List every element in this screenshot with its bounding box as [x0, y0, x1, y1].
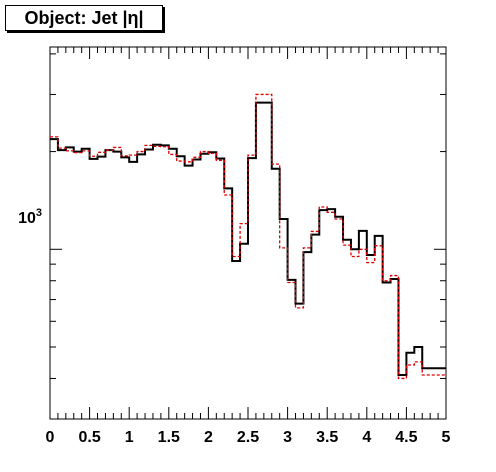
- x-tick-label: 0: [46, 429, 55, 446]
- x-tick-label: 1: [125, 429, 134, 446]
- series-line-1: [50, 101, 446, 376]
- x-tick-label: 3.5: [316, 429, 338, 446]
- x-tick-label: 3: [283, 429, 292, 446]
- chart-title: Object: Jet |η|: [24, 7, 144, 28]
- histogram-series-1: [50, 101, 446, 376]
- y-tick-label-1000: 103: [18, 207, 42, 227]
- x-tick-label: 2: [204, 429, 213, 446]
- x-tick-label: 4.5: [395, 429, 417, 446]
- x-tick-label: 4: [362, 429, 371, 446]
- series-line-2: [50, 93, 446, 380]
- y-tick-label-exponent: 3: [36, 207, 42, 219]
- x-tick-label: 1.5: [158, 429, 180, 446]
- y-tick-label-base: 10: [18, 210, 36, 227]
- chart-title-box: Object: Jet |η|: [5, 5, 163, 31]
- histogram-series-2: [50, 93, 446, 380]
- x-tick-label: 5: [442, 429, 451, 446]
- x-tick-label: 0.5: [78, 429, 100, 446]
- x-axis-tick-labels: 0 0.5 1 1.5 2 2.5 3 3.5 4 4.5 5: [46, 429, 451, 446]
- series-layer: [50, 93, 446, 380]
- y-axis-ticks: [50, 53, 446, 420]
- x-axis-ticks: [49, 47, 447, 419]
- x-tick-label: 2.5: [237, 429, 259, 446]
